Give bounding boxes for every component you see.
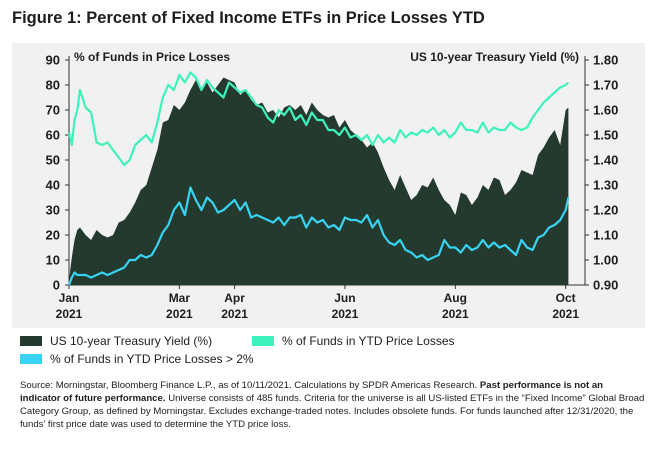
source-text-1: Source: Morningstar, Bloomberg Finance L… [20,380,480,391]
right-tick-label: 1.20 [593,203,618,218]
x-tick-label-month: Apr [224,291,245,305]
x-tick-label-month: Mar [169,291,191,305]
legend-swatch-treasury [20,336,42,346]
legend-swatch-ytd-losses [252,336,274,346]
source-disclaimer: Past performance is not an indicator of … [20,380,604,404]
x-tick-label-year: 2021 [221,307,248,321]
left-tick-label: 60 [46,128,60,143]
right-tick-label: 1.60 [593,103,618,118]
source-text-2: Universe consists of 485 funds. Criteria… [20,393,645,430]
left-tick-label: 30 [46,203,60,218]
right-axis-title: US 10-year Treasury Yield (%) [410,50,579,64]
right-tick-label: 1.40 [593,153,618,168]
x-tick-label-month: Jun [334,291,355,305]
left-tick-label: 40 [46,178,60,193]
legend-item-treasury: US 10-year Treasury Yield (%) [20,334,212,348]
x-tick-label-year: 2021 [56,307,83,321]
x-tick-label-year: 2021 [332,307,359,321]
series-line-ytd-price-losses-over-2pct [67,186,570,286]
legend-item-ytd-losses: % of Funds in YTD Price Losses [252,334,455,348]
x-tick-label-year: 2021 [166,307,193,321]
right-tick-label: 1.10 [593,228,618,243]
left-tick-label: 0 [53,278,60,293]
legend-swatch-losses-2pct [20,354,42,364]
right-tick-label: 1.70 [593,78,618,93]
left-axis-title: % of Funds in Price Losses [74,50,230,64]
right-tick-label: 1.30 [593,178,618,193]
right-tick-label: 1.00 [593,253,618,268]
legend-label-losses-2pct: % of Funds in YTD Price Losses > 2% [50,352,254,366]
figure-title: Figure 1: Percent of Fixed Income ETFs i… [12,9,485,27]
legend-item-losses-2pct: % of Funds in YTD Price Losses > 2% [20,352,254,366]
right-tick-label: 1.50 [593,128,618,143]
x-tick-label-year: 2021 [552,307,579,321]
source-note: Source: Morningstar, Bloomberg Finance L… [20,379,645,431]
series-area-treasury-yield [69,77,569,285]
left-tick-label: 10 [46,253,60,268]
right-tick-label: 1.80 [593,53,618,68]
x-tick-label-month: Oct [556,291,576,305]
left-tick-label: 20 [46,228,60,243]
chart: 0 10 20 30 40 50 60 70 80 90 0.90 1.00 1.10 1.20 1.30 1… [46,50,619,321]
series-line-ytd-price-losses [67,71,570,167]
right-tick-label: 0.90 [593,278,618,293]
left-tick-label: 50 [46,153,60,168]
x-tick-label-month: Jan [59,291,80,305]
left-tick-label: 90 [46,53,60,68]
x-tick-label-month: Aug [444,291,467,305]
legend-label-treasury: US 10-year Treasury Yield (%) [50,334,213,348]
x-tick-label-year: 2021 [442,307,469,321]
chart-labels: 0 10 20 30 40 50 60 70 80 90 0.90 1.00 1.10 1.20 1.30 1… [46,50,619,321]
left-tick-label: 70 [46,103,60,118]
legend-label-ytd-losses: % of Funds in YTD Price Losses [282,334,455,348]
left-tick-label: 80 [46,78,60,93]
